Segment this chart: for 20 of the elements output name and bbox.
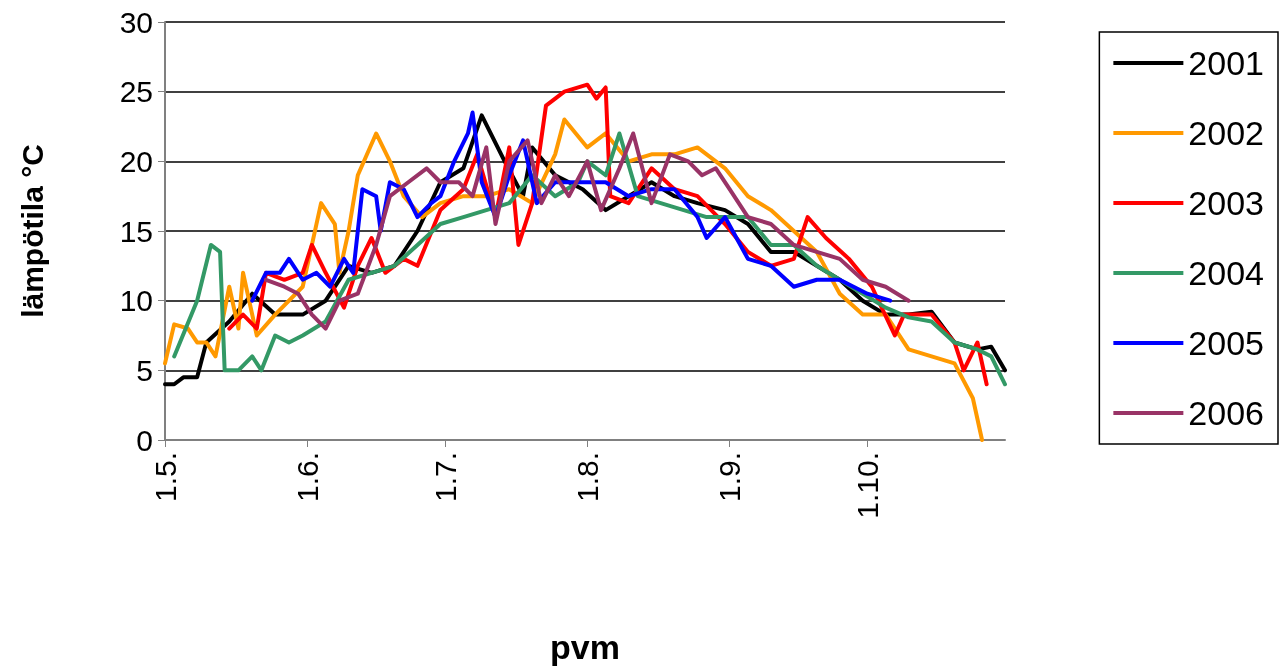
x-tick-label: 1.10. — [850, 452, 884, 519]
y-tick-label: 20 — [119, 144, 153, 178]
y-tick-label: 5 — [136, 353, 153, 387]
legend-label: 2003 — [1188, 184, 1264, 222]
y-tick-label: 10 — [119, 284, 153, 318]
legend-label: 2002 — [1188, 114, 1264, 152]
x-axis-title: pvm — [550, 628, 620, 666]
y-tick-label: 15 — [119, 214, 153, 248]
y-axis-title: lämpötila °C — [15, 144, 49, 318]
x-tick-label: 1.8. — [570, 452, 604, 503]
x-tick-label: 1.7. — [428, 452, 462, 503]
legend-label: 2005 — [1188, 324, 1264, 362]
y-tick-label: 25 — [119, 75, 153, 109]
x-tick-label: 1.9. — [713, 452, 747, 503]
legend-label: 2001 — [1188, 44, 1264, 82]
legend-label: 2006 — [1188, 394, 1264, 432]
x-tick-label: 1.6. — [290, 452, 324, 503]
y-tick-label: 30 — [119, 5, 153, 39]
legend-label: 2004 — [1188, 254, 1264, 292]
line-series — [263, 131, 911, 331]
